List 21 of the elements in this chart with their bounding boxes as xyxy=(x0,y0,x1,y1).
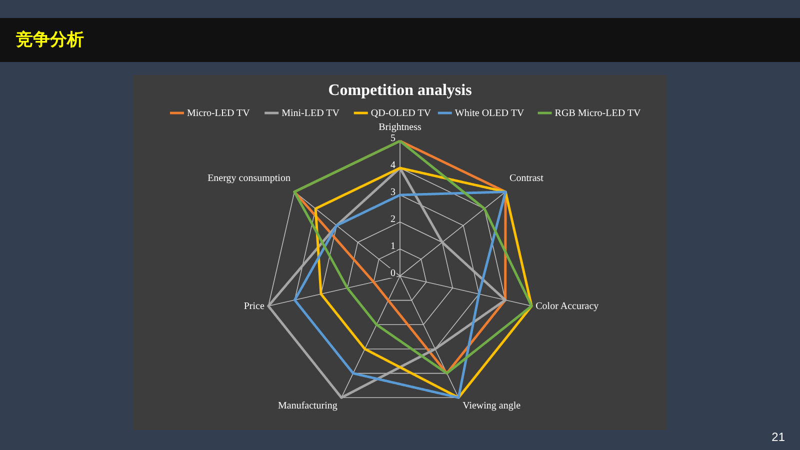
spoke-label: Color Accuracy xyxy=(536,301,599,312)
legend-label: White OLED TV xyxy=(454,108,525,119)
legend-label: Micro-LED TV xyxy=(187,108,251,119)
spoke-label: Manufacturing xyxy=(278,400,338,412)
spoke-label: Contrast xyxy=(510,172,544,184)
y-tick-label: 1 xyxy=(390,241,396,252)
y-tick-label: 3 xyxy=(390,187,396,198)
legend-label: QD-OLED TV xyxy=(370,108,432,119)
spoke-label: Energy consumption xyxy=(208,172,290,184)
spoke-label: Price xyxy=(244,301,265,312)
spoke-label: Viewing angle xyxy=(462,400,522,412)
spoke-label: Brightness xyxy=(378,122,422,133)
legend-label: RGB Micro-LED TV xyxy=(554,108,642,119)
chart-title: Competition analysis xyxy=(328,82,472,99)
y-tick-label: 0 xyxy=(390,268,396,279)
legend-label: Mini-LED TV xyxy=(282,108,340,119)
y-tick-label: 4 xyxy=(390,160,396,171)
y-tick-label: 2 xyxy=(390,214,396,225)
y-tick-label: 5 xyxy=(390,133,396,144)
text: 21 xyxy=(772,430,786,444)
text: 竞争分析 xyxy=(15,30,84,50)
